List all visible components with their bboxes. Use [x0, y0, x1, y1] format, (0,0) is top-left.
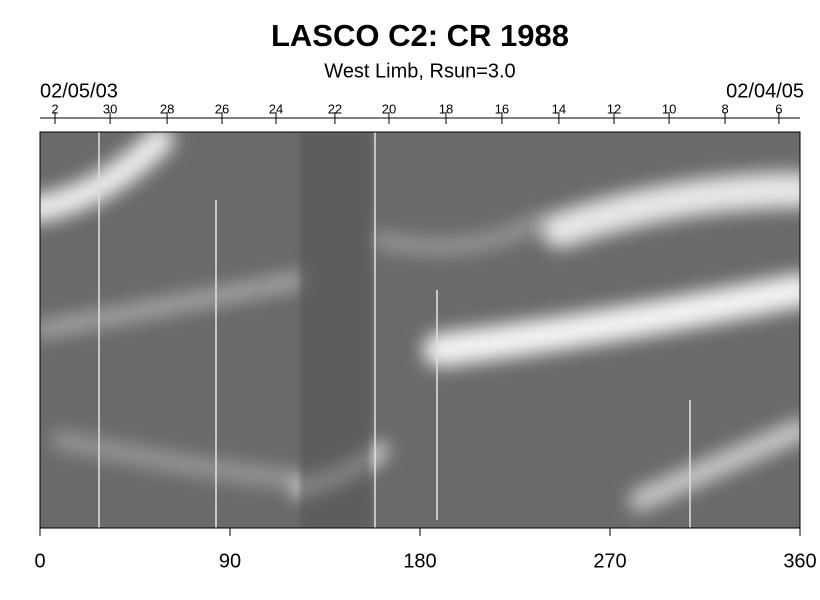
- top-tick-label: 14: [552, 101, 566, 116]
- top-tick-label: 30: [103, 101, 117, 116]
- top-tick-label: 26: [215, 101, 229, 116]
- top-tick-label: 8: [721, 101, 728, 116]
- top-tick-label: 16: [495, 101, 509, 116]
- x-tick-label: 0: [34, 550, 45, 572]
- top-tick-label: 10: [662, 101, 676, 116]
- x-tick-label: 270: [593, 550, 626, 572]
- top-tick-label: 22: [328, 101, 342, 116]
- x-tick-label: 90: [219, 550, 241, 572]
- top-tick-label: 28: [160, 101, 174, 116]
- top-tick-label: 6: [775, 101, 782, 116]
- x-tick-label: 180: [403, 550, 436, 572]
- chart-title: LASCO C2: CR 1988: [271, 18, 569, 53]
- synoptic-map: [40, 132, 800, 528]
- x-tick-label: 360: [783, 550, 816, 572]
- top-tick-label: 18: [439, 101, 453, 116]
- top-tick-label: 2: [51, 101, 58, 116]
- top-tick-label: 20: [382, 101, 396, 116]
- top-tick-label: 24: [269, 101, 283, 116]
- chart-subtitle: West Limb, Rsun=3.0: [324, 60, 515, 82]
- end-date: 02/04/05: [726, 80, 804, 102]
- start-date: 02/05/03: [40, 80, 118, 102]
- top-tick-label: 12: [607, 101, 621, 116]
